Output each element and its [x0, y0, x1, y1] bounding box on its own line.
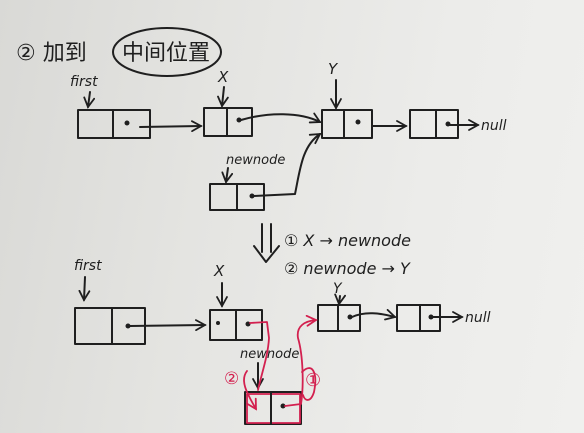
top-first-pointer-arrow: [83, 91, 96, 109]
top-first-label: first: [70, 74, 98, 90]
node-next-dot: [249, 193, 255, 199]
title-prefix: ② 加到: [16, 41, 87, 66]
bottom-link-y-to-last: [351, 308, 397, 321]
top-x-label: X: [217, 68, 229, 86]
bottom-first-pointer-arrow: [78, 276, 91, 302]
step-1-text: ① X → newnode: [284, 231, 411, 250]
bottom-first-label: first: [74, 258, 102, 274]
diagram-title: ② 加到 中间位置: [16, 27, 222, 77]
top-y-label: Y: [328, 60, 339, 78]
node-next-dot: [428, 314, 434, 320]
top-link-first-to-x: [139, 120, 203, 133]
red-step-1-loop: [301, 367, 317, 401]
top-node-y: [321, 109, 373, 139]
node-next-dot: [236, 117, 242, 123]
bottom-null-label: null: [465, 310, 491, 326]
node-data-dot: [216, 321, 220, 325]
bottom-node-x: [209, 309, 263, 341]
bottom-node-newnode: [244, 391, 302, 425]
node-next-dot: [347, 314, 353, 320]
node-next-dot: [280, 403, 286, 409]
transition: ① X → newnode ② newnode → Y: [253, 223, 411, 278]
node-next-dot: [124, 120, 130, 126]
node-next-dot: [355, 119, 361, 125]
bottom-x-label: X: [213, 262, 225, 280]
node-box: [244, 391, 302, 425]
node-box: [321, 109, 373, 139]
title-circle: [112, 27, 222, 77]
bottom-node-y: [317, 304, 361, 332]
red-link-newnode-to-y: [284, 314, 318, 407]
node-next-dot: [125, 323, 131, 329]
bottom-y-pointer-arrow: [334, 293, 346, 306]
top-node-first: [77, 109, 151, 139]
top-node-newnode: [209, 183, 265, 211]
top-node-x: [203, 107, 253, 137]
bottom-link-first-to-x: [129, 319, 207, 332]
top-x-pointer-arrow: [217, 86, 229, 108]
title-circled-text: 中间位置: [122, 41, 210, 66]
step-2-text: ② newnode → Y: [284, 259, 411, 278]
bottom-y-label: Y: [333, 281, 343, 297]
top-null-label: null: [481, 118, 507, 134]
top-newnode-pointer-arrow: [221, 167, 234, 184]
bottom-newnode-label: newnode: [240, 347, 299, 362]
red-step-1-marker: ①: [305, 370, 321, 391]
top-diagram: first X Y n: [70, 60, 507, 211]
red-link-x-to-newnode: [249, 321, 270, 391]
bottom-diagram: first X Y: [74, 258, 491, 425]
red-step-2-marker: ②: [224, 369, 239, 389]
top-link-newnode-to-y: [253, 132, 322, 197]
red-link-step2-curve: [243, 370, 257, 411]
top-link-x-to-y: [240, 112, 322, 124]
top-newnode-label: newnode: [226, 153, 285, 168]
double-arrow-head: [253, 245, 280, 263]
